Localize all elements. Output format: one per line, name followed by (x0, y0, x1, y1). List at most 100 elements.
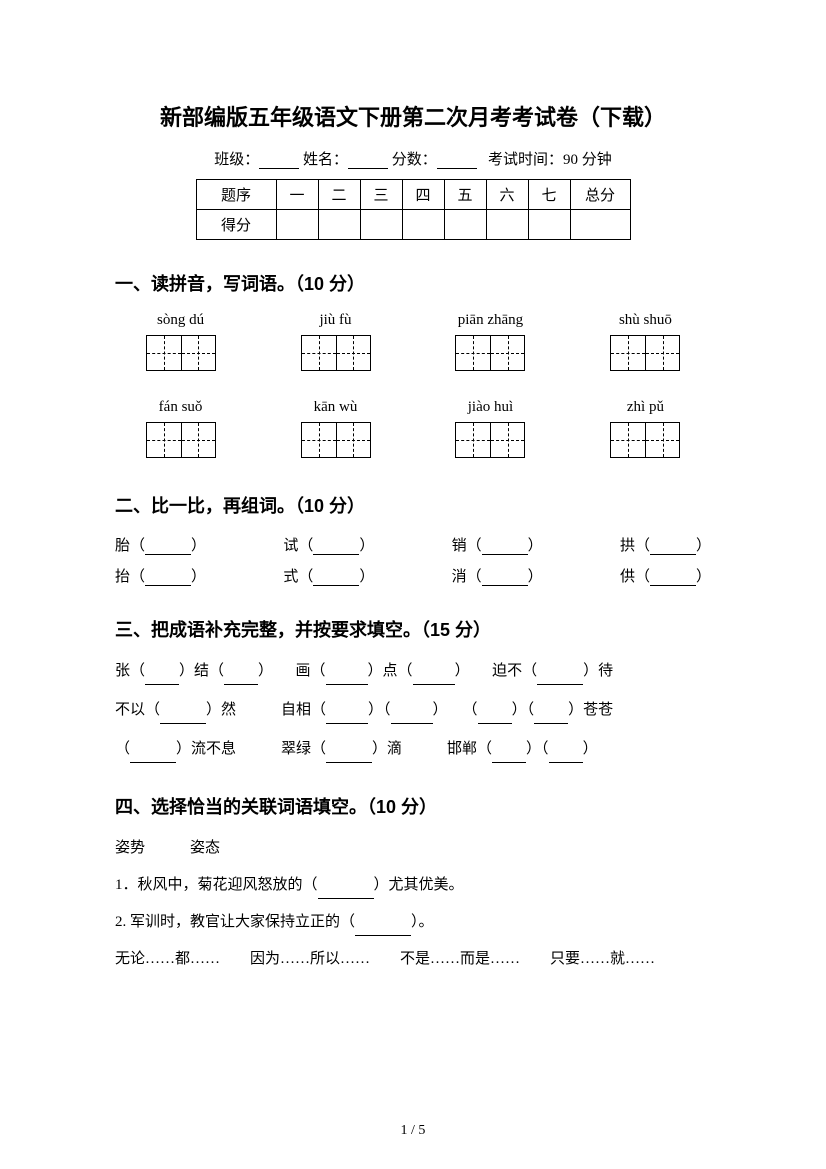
fill-blank[interactable] (534, 708, 568, 724)
name-blank[interactable] (348, 153, 388, 169)
fill-blank[interactable] (145, 570, 191, 586)
fill-blank[interactable] (160, 708, 206, 724)
idiom-line: 张（）结（） 画（）点（） 迫不（）待 (115, 658, 711, 685)
table-row: 得分 (196, 210, 630, 240)
fill-blank[interactable] (145, 669, 179, 685)
score-cell[interactable] (486, 210, 528, 240)
pinyin-item: shù shuō (580, 312, 711, 375)
info-line: 班级： 姓名： 分数： 考试时间：90 分钟 (115, 148, 711, 169)
pinyin-item: sòng dú (115, 312, 246, 375)
question-2: 2. 军训时，教官让大家保持立正的（）。 (115, 909, 711, 936)
tian-grid[interactable] (146, 422, 216, 458)
fill-blank[interactable] (145, 539, 191, 555)
fill-blank[interactable] (326, 747, 372, 763)
col-header: 一 (276, 180, 318, 210)
total-header: 总分 (570, 180, 630, 210)
score-cell[interactable] (402, 210, 444, 240)
table-row: 题序 一 二 三 四 五 六 七 总分 (196, 180, 630, 210)
fill-blank[interactable] (650, 570, 696, 586)
word-compare-row: 胎（） 试（） 销（） 拱（） (115, 534, 711, 555)
pinyin-item: jiù fù (270, 312, 401, 375)
fill-blank[interactable] (391, 708, 433, 724)
fill-blank[interactable] (650, 539, 696, 555)
pinyin-group-1: sòng dú jiù fù piān zhāng shù shuō (115, 312, 711, 375)
conjunction-options: 无论……都…… 因为……所以…… 不是……而是…… 只要……就…… (115, 946, 711, 973)
word-item: 消（） (452, 565, 543, 586)
tian-grid[interactable] (301, 422, 371, 458)
word-item: 拱（） (620, 534, 711, 555)
fill-blank[interactable] (326, 669, 368, 685)
pinyin-row: fán suǒ kān wù jiào huì zhì pǔ (115, 399, 711, 462)
pinyin-label: sòng dú (115, 312, 246, 329)
row-header: 得分 (196, 210, 276, 240)
total-cell[interactable] (570, 210, 630, 240)
tian-grid[interactable] (610, 335, 680, 371)
tian-grid[interactable] (455, 422, 525, 458)
fill-blank[interactable] (318, 883, 374, 899)
idiom-line: （）流不息 翠绿（）滴 邯郸（）（） (115, 736, 711, 763)
score-blank[interactable] (437, 153, 477, 169)
col-header: 二 (318, 180, 360, 210)
fill-blank[interactable] (224, 669, 258, 685)
fill-blank[interactable] (482, 539, 528, 555)
score-table: 题序 一 二 三 四 五 六 七 总分 得分 (196, 179, 631, 240)
class-label: 班级： (214, 152, 259, 168)
pinyin-row: sòng dú jiù fù piān zhāng shù shuō (115, 312, 711, 375)
col-header: 五 (444, 180, 486, 210)
idiom-line: 不以（）然 自相（）（） （）（）苍苍 (115, 697, 711, 724)
section-2-title: 二、比一比，再组词。（10 分） (115, 492, 711, 518)
fill-blank[interactable] (482, 570, 528, 586)
tian-grid[interactable] (455, 335, 525, 371)
tian-grid[interactable] (610, 422, 680, 458)
word-item: 试（） (283, 534, 374, 555)
score-cell[interactable] (276, 210, 318, 240)
pinyin-item: piān zhāng (425, 312, 556, 375)
pinyin-item: kān wù (270, 399, 401, 462)
word-item: 销（） (452, 534, 543, 555)
score-cell[interactable] (528, 210, 570, 240)
fill-blank[interactable] (478, 708, 512, 724)
pinyin-group-2: fán suǒ kān wù jiào huì zhì pǔ (115, 399, 711, 462)
pinyin-label: kān wù (270, 399, 401, 416)
fill-blank[interactable] (537, 669, 583, 685)
word-item: 供（） (620, 565, 711, 586)
score-cell[interactable] (360, 210, 402, 240)
pinyin-label: zhì pǔ (580, 399, 711, 416)
word-options: 姿势 姿态 (115, 835, 711, 862)
fill-blank[interactable] (413, 669, 455, 685)
time-label: 考试时间：90 分钟 (488, 152, 612, 168)
page-number: 1 / 5 (0, 1123, 826, 1139)
pinyin-label: fán suǒ (115, 399, 246, 416)
tian-grid[interactable] (301, 335, 371, 371)
word-compare-row: 抬（） 式（） 消（） 供（） (115, 565, 711, 586)
col-header: 六 (486, 180, 528, 210)
fill-blank[interactable] (549, 747, 583, 763)
score-cell[interactable] (444, 210, 486, 240)
section-3-title: 三、把成语补充完整，并按要求填空。（15 分） (115, 616, 711, 642)
pinyin-label: shù shuō (580, 312, 711, 329)
class-blank[interactable] (259, 153, 299, 169)
fill-blank[interactable] (313, 570, 359, 586)
word-item: 抬（） (115, 565, 206, 586)
fill-blank[interactable] (313, 539, 359, 555)
score-cell[interactable] (318, 210, 360, 240)
fill-blank[interactable] (326, 708, 368, 724)
tian-grid[interactable] (146, 335, 216, 371)
fill-blank[interactable] (355, 920, 411, 936)
pinyin-item: jiào huì (425, 399, 556, 462)
pinyin-item: zhì pǔ (580, 399, 711, 462)
col-header: 四 (402, 180, 444, 210)
word-item: 式（） (283, 565, 374, 586)
col-header: 三 (360, 180, 402, 210)
fill-blank[interactable] (130, 747, 176, 763)
word-item: 胎（） (115, 534, 206, 555)
section-1-title: 一、读拼音，写词语。（10 分） (115, 270, 711, 296)
pinyin-label: jiù fù (270, 312, 401, 329)
question-1: 1．秋风中，菊花迎风怒放的（）尤其优美。 (115, 872, 711, 899)
section-4-title: 四、选择恰当的关联词语填空。（10 分） (115, 793, 711, 819)
page-title: 新部编版五年级语文下册第二次月考考试卷（下载） (115, 100, 711, 132)
pinyin-item: fán suǒ (115, 399, 246, 462)
fill-blank[interactable] (492, 747, 526, 763)
score-label: 分数： (392, 152, 437, 168)
col-header: 七 (528, 180, 570, 210)
